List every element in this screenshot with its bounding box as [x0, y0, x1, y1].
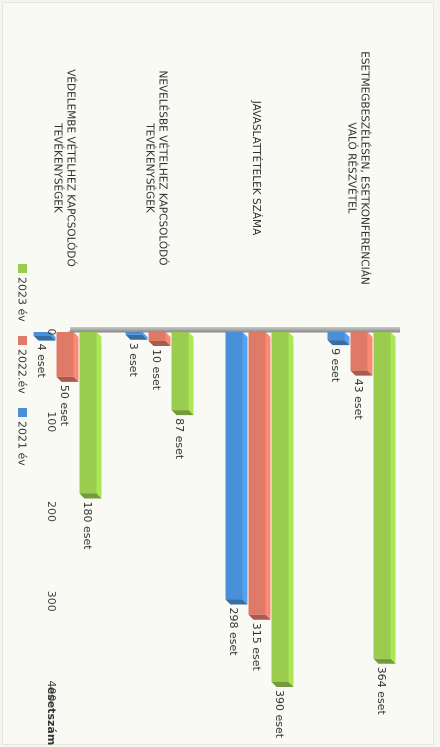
bar-2021v-cat2-end	[225, 599, 248, 605]
bar-2021v-cat4-end	[33, 335, 56, 341]
data-label-2021v-cat3: 3 eset	[127, 343, 140, 378]
bar-2021v-cat3	[125, 332, 143, 335]
data-label-2021v-cat1: 9 eset	[329, 348, 342, 383]
category-label-2: JAVASLATTÉTELEK SZÁMA	[250, 100, 263, 236]
bar-2022v-cat3	[148, 332, 166, 341]
category-label-4: VÉDELEMBE VÉTELHEZ KAPCSOLÓDÓTEVÉKENYSÉG…	[52, 69, 78, 267]
axis-title: esetszám	[45, 687, 58, 746]
bar-2023v-cat3-end	[171, 410, 194, 416]
bar-2022v-cat4-end	[56, 376, 79, 382]
data-label-2023v-cat1: 364 eset	[375, 667, 388, 716]
bar-2021v-cat3-end	[125, 334, 148, 340]
tick-label-400: 400	[45, 681, 58, 702]
legend-label-1: 2023 év	[16, 277, 29, 322]
bar-2022v-cat1-end	[350, 370, 373, 376]
bar-2023v-cat1	[373, 332, 391, 659]
data-label-2023v-cat3: 87 eset	[173, 418, 186, 460]
axis-baseline-wall	[70, 327, 400, 332]
category-label-3: NEVELÉSBE VÉTELHEZ KAPCSOLÓDÓTEVÉKENYSÉG…	[144, 71, 170, 266]
data-label-2022v-cat3: 10 eset	[150, 349, 163, 391]
data-label-2022v-cat2: 315 eset	[250, 623, 263, 672]
bar-2022v-cat1	[350, 332, 368, 371]
bar-2021v-cat2-top	[242, 332, 248, 605]
bar-2023v-cat2-top	[288, 332, 294, 688]
legend-swatch-2	[18, 336, 27, 345]
tick-label-300: 300	[45, 591, 58, 612]
bar-2021v-cat3-top	[142, 332, 148, 340]
bar-2023v-cat1-top	[390, 332, 396, 664]
bar-2021v-cat1-top	[344, 332, 350, 346]
bar-2022v-cat4-top	[73, 332, 79, 382]
legend-label-2: 2022.év	[16, 349, 29, 394]
bar-2023v-cat4-top	[96, 332, 102, 499]
bar-2022v-cat2	[248, 332, 266, 615]
legend-swatch-1	[18, 264, 27, 273]
bar-2022v-cat3-end	[148, 340, 171, 346]
bar-2021v-cat1-end	[327, 340, 350, 346]
bar-2022v-cat2-top	[265, 332, 271, 620]
bar-2022v-cat3-top	[165, 332, 171, 346]
bar-2022v-cat2-end	[248, 614, 271, 620]
tick-label-100: 100	[45, 411, 58, 432]
data-label-2021v-cat4: 4 eset	[35, 344, 48, 379]
bar-2023v-cat2	[271, 332, 289, 683]
bar-2023v-cat2-end	[271, 682, 294, 688]
bar-2023v-cat1-end	[373, 658, 396, 664]
category-label-1: ESETMEGBESZÉLÉSEN, ESETKONFERENCIÁNVALÓ …	[346, 51, 372, 285]
bar-2023v-cat4-end	[79, 493, 102, 499]
bar-2021v-cat4-top	[50, 332, 56, 341]
tick-label-0: 0	[45, 329, 58, 336]
bar-2023v-cat4	[79, 332, 97, 494]
data-label-2022v-cat4: 50 eset	[58, 385, 71, 427]
bar-2022v-cat1-top	[367, 332, 373, 376]
legend-swatch-3	[18, 408, 27, 417]
data-label-2021v-cat2: 298 eset	[227, 607, 240, 656]
bar-2023v-cat3	[171, 332, 189, 411]
legend-label-3: 2021 év	[16, 421, 29, 466]
tick-label-200: 200	[45, 501, 58, 522]
data-label-2023v-cat2: 390 eset	[273, 690, 286, 739]
data-label-2022v-cat1: 43 eset	[352, 379, 365, 421]
bar-2021v-cat1	[327, 332, 345, 341]
bar-2021v-cat2	[225, 332, 243, 600]
data-label-2023v-cat4: 180 eset	[81, 502, 94, 551]
bar-2022v-cat4	[56, 332, 74, 377]
bar-2023v-cat3-top	[188, 332, 194, 416]
bar-2021v-cat4	[33, 332, 51, 336]
